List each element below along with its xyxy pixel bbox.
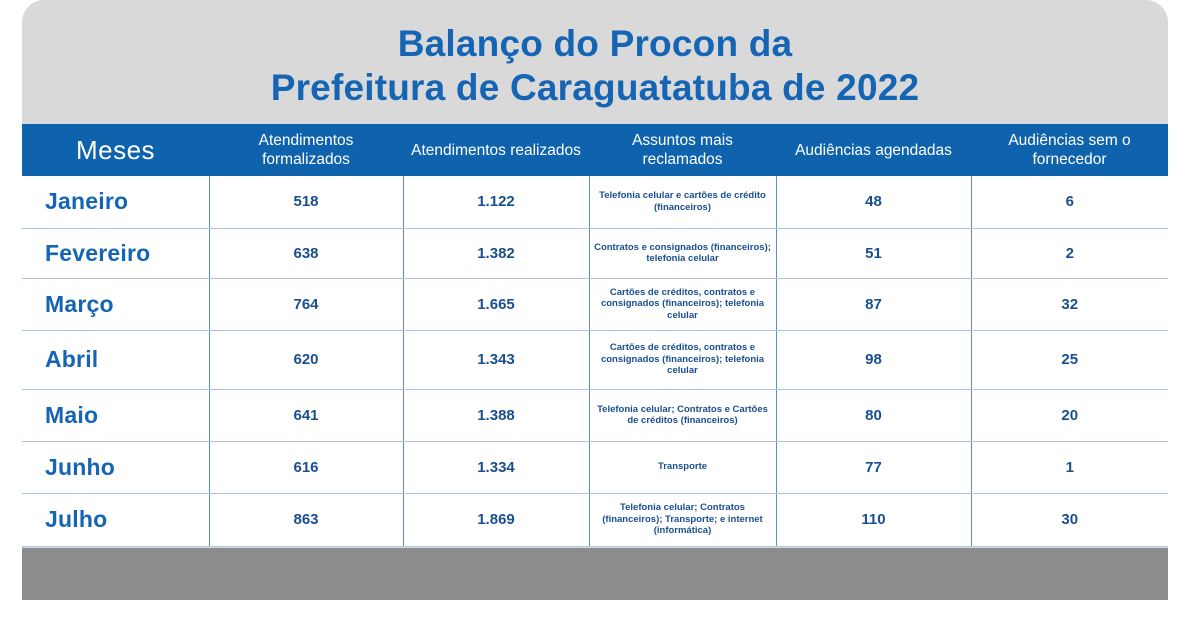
- column-header-formalizados: Atendimentos formalizados: [258, 132, 354, 168]
- cell-sem-fornecedor: 32: [971, 278, 1168, 331]
- table-row: Junho 616 1.334 Transporte 77 1: [22, 441, 1168, 494]
- title-line-2: Prefeitura de Caraguatatuba de 2022: [270, 67, 920, 108]
- cell-formalizados: 764: [209, 278, 404, 331]
- cell-sem-fornecedor: 1: [971, 441, 1168, 494]
- cell-formalizados: 863: [209, 493, 404, 547]
- cell-mes: Abril: [22, 330, 210, 390]
- cell-formalizados: 620: [209, 330, 404, 390]
- cell-assuntos: Transporte: [589, 441, 777, 494]
- cell-sem-fornecedor: 6: [971, 176, 1168, 229]
- table-row: Janeiro 518 1.122 Telefonia celular e cartõ…: [22, 176, 1168, 229]
- cell-realizados: 1.343: [403, 330, 590, 390]
- table-row: Fevereiro 638 1.382 Contratos e consignados…: [22, 228, 1168, 279]
- cell-realizados: 1.869: [403, 493, 590, 547]
- procon-balance-card: Balanço do Procon da Prefeitura de Carag…: [22, 0, 1168, 600]
- cell-assuntos: Telefonia celular; Contratos (financeiro…: [589, 493, 777, 547]
- cell-agendadas: 87: [776, 278, 972, 331]
- cell-realizados: 1.334: [403, 441, 590, 494]
- cell-agendadas: 110: [776, 493, 972, 547]
- table-header-row: Meses Atendimentos formalizados Atendime…: [22, 124, 1168, 176]
- cell-realizados: 1.665: [403, 278, 590, 331]
- cell-mes: Junho: [22, 441, 210, 494]
- column-header-meses: Meses: [75, 134, 156, 165]
- cell-agendadas: 80: [776, 389, 972, 442]
- column-header-realizados: Atendimentos realizados: [411, 141, 581, 159]
- table-row: Março 764 1.665 Cartões de créditos, contra…: [22, 278, 1168, 331]
- cell-realizados: 1.388: [403, 389, 590, 442]
- cell-agendadas: 77: [776, 441, 972, 494]
- cell-realizados: 1.122: [403, 176, 590, 229]
- cell-assuntos: Contratos e consignados (financeiros); t…: [589, 228, 777, 279]
- cell-sem-fornecedor: 2: [971, 228, 1168, 279]
- cell-formalizados: 518: [209, 176, 404, 229]
- cell-formalizados: 638: [209, 228, 404, 279]
- column-header-agendadas: Audiências agendadas: [795, 141, 952, 159]
- cell-assuntos: Cartões de créditos, contratos e consign…: [589, 330, 777, 390]
- cell-agendadas: 48: [776, 176, 972, 229]
- cell-agendadas: 98: [776, 330, 972, 390]
- cell-sem-fornecedor: 30: [971, 493, 1168, 547]
- balance-table: Meses Atendimentos formalizados Atendime…: [22, 124, 1168, 547]
- cell-formalizados: 641: [209, 389, 404, 442]
- footer-bar: [22, 548, 1168, 600]
- cell-mes: Janeiro: [22, 176, 210, 229]
- cell-formalizados: 616: [209, 441, 404, 494]
- column-header-sem-fornecedor: Audiências sem o fornecedor: [1008, 132, 1131, 168]
- cell-mes: Fevereiro: [22, 228, 210, 279]
- cell-mes: Maio: [22, 389, 210, 442]
- cell-assuntos: Telefonia celular; Contratos e Cartões d…: [589, 389, 777, 442]
- table-body: Janeiro 518 1.122 Telefonia celular e cartõ…: [22, 176, 1168, 547]
- cell-assuntos: Telefonia celular e cartões de crédito (…: [589, 176, 777, 229]
- cell-realizados: 1.382: [403, 228, 590, 279]
- table-header: Meses Atendimentos formalizados Atendime…: [22, 124, 1168, 176]
- page-title: Balanço do Procon da Prefeitura de Carag…: [22, 22, 1168, 110]
- cell-assuntos: Cartões de créditos, contratos e consign…: [589, 278, 777, 331]
- cell-agendadas: 51: [776, 228, 972, 279]
- cell-mes: Julho: [22, 493, 210, 547]
- table-row: Julho 863 1.869 Telefonia celular; Contrato…: [22, 493, 1168, 547]
- cell-sem-fornecedor: 25: [971, 330, 1168, 390]
- table-row: Maio 641 1.388 Telefonia celular; Contratos…: [22, 389, 1168, 442]
- table-row: Abril 620 1.343 Cartões de créditos, contra…: [22, 330, 1168, 390]
- column-header-assuntos: Assuntos mais reclamados: [632, 132, 733, 168]
- title-line-1: Balanço do Procon da: [397, 23, 793, 64]
- cell-sem-fornecedor: 20: [971, 389, 1168, 442]
- cell-mes: Março: [22, 278, 210, 331]
